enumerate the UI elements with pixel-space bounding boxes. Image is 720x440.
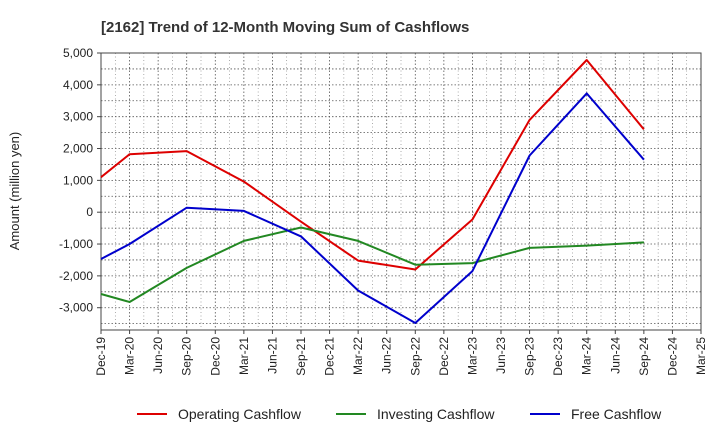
y-tick-label: -2,000 (59, 269, 93, 283)
x-tick-label: Sep-21 (294, 337, 308, 376)
series-line-free-cashflow (100, 92, 645, 324)
x-tick-label: Mar-24 (580, 337, 594, 375)
x-tick-label: Dec-24 (665, 337, 679, 376)
x-tick-label: Mar-23 (465, 337, 479, 375)
x-tick-label: Dec-20 (208, 337, 222, 376)
x-tick-label: Dec-23 (551, 337, 565, 376)
x-tick-label: Mar-21 (237, 337, 251, 375)
x-tick-label: Jun-24 (608, 337, 622, 374)
legend: Operating Cashflow Investing Cashflow Free… (137, 406, 662, 422)
legend-label: Investing Cashflow (377, 406, 495, 422)
x-tick-label: Dec-21 (323, 337, 337, 376)
legend-item: Investing Cashflow (336, 406, 495, 422)
x-tick-label: Jun-23 (494, 337, 508, 374)
x-tick-label: Jun-21 (265, 337, 279, 374)
y-tick-label: 5,000 (63, 46, 93, 60)
x-tick-label: Sep-22 (408, 337, 422, 376)
x-tick-label: Jun-22 (380, 337, 394, 374)
y-tick-label: 4,000 (63, 78, 93, 92)
plot-border (100, 52, 702, 331)
x-tick-label: Mar-20 (123, 337, 137, 375)
chart-title: [2162] Trend of 12-Month Moving Sum of C… (101, 19, 469, 36)
legend-item: Operating Cashflow (137, 406, 302, 422)
x-tick-label: Dec-22 (437, 337, 451, 376)
y-axis-label: Amount (million yen) (7, 132, 22, 251)
x-tick-label: Jun-20 (151, 337, 165, 374)
y-tick-label: -1,000 (59, 237, 93, 251)
x-axis-ticks: Dec-19 Mar-20 Jun-20 Sep-20 Dec-20 Mar-21 Jun-… (94, 330, 708, 376)
y-axis-ticks: 5,000 4,000 3,000 2,000 1,000 0 -1,000 -2,000 -3… (59, 46, 101, 315)
legend-label: Free Cashflow (571, 406, 662, 422)
legend-item: Free Cashflow (530, 406, 662, 422)
x-tick-label: Sep-23 (523, 337, 537, 376)
legend-label: Operating Cashflow (178, 406, 302, 422)
y-tick-label: 0 (86, 205, 93, 219)
series-line-operating-cashflow (100, 59, 645, 271)
series-lines (100, 59, 645, 324)
x-tick-label: Sep-24 (637, 337, 651, 376)
x-tick-label: Mar-22 (351, 337, 365, 375)
y-tick-label: 3,000 (63, 110, 93, 124)
grid-lines (101, 53, 701, 330)
y-tick-label: 2,000 (63, 142, 93, 156)
y-tick-label: -3,000 (59, 301, 93, 315)
x-tick-label: Sep-20 (180, 337, 194, 376)
series-line-investing-cashflow (100, 226, 644, 303)
y-tick-label: 1,000 (63, 173, 93, 187)
x-tick-label: Dec-19 (94, 337, 108, 376)
x-tick-label: Mar-25 (694, 337, 708, 375)
